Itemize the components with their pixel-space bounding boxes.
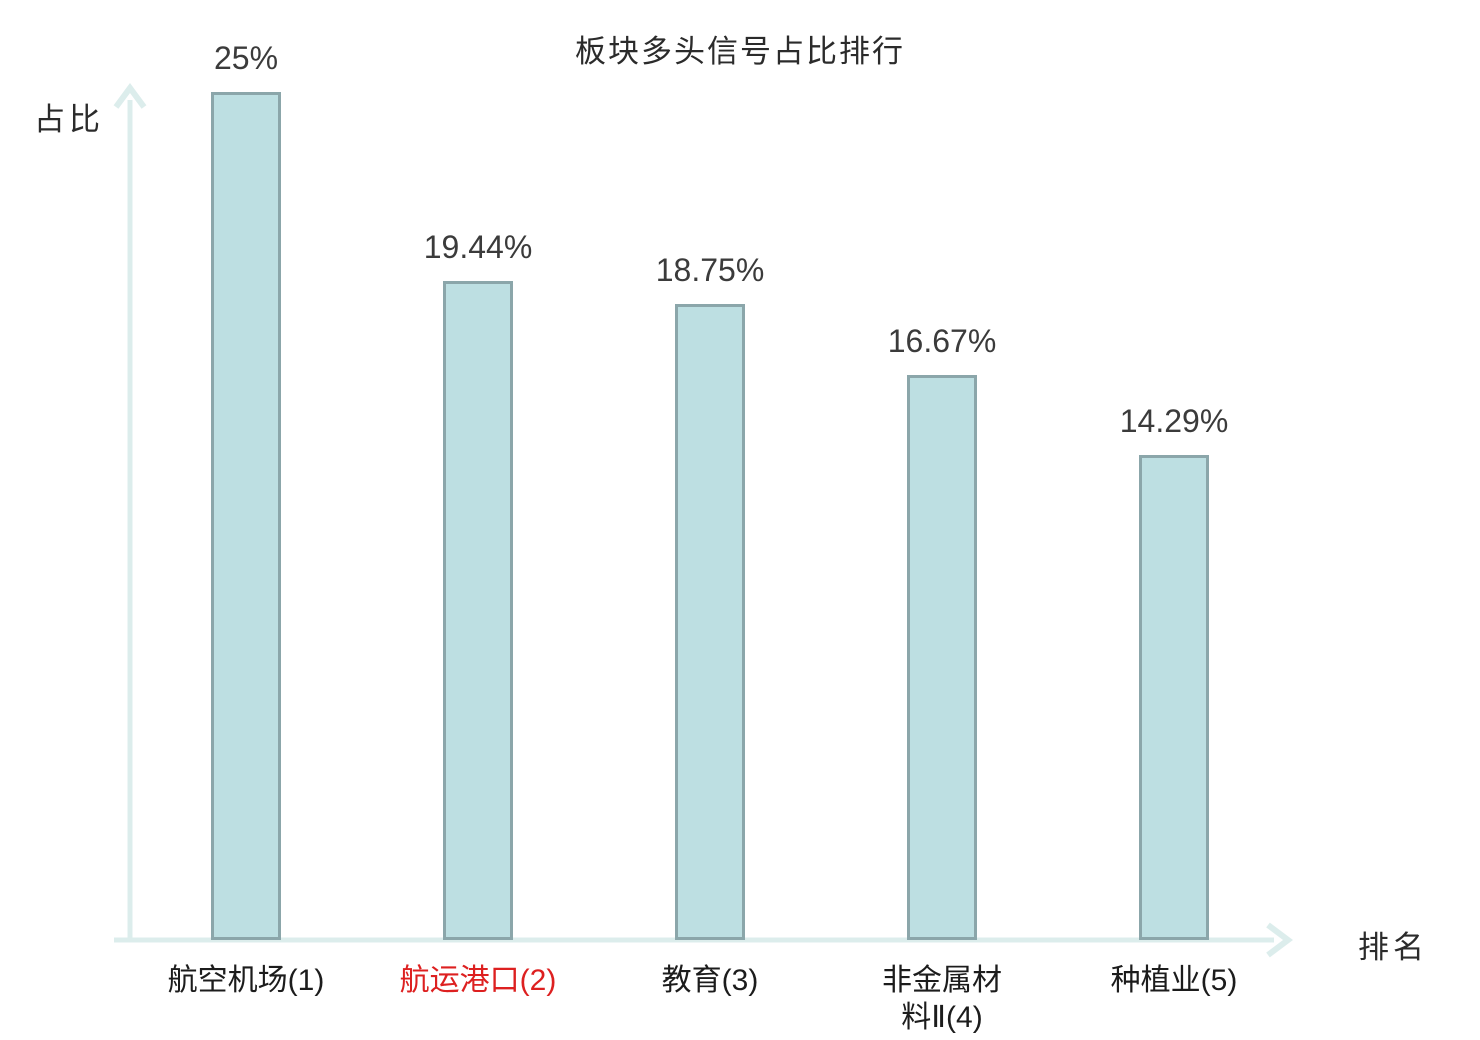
bar (675, 304, 745, 940)
x-axis (114, 922, 1293, 958)
bar-value-label: 18.75% (655, 252, 765, 288)
bar-value-label: 25% (213, 40, 279, 76)
y-axis (113, 82, 147, 940)
y-axis-arrow-icon (113, 82, 147, 109)
bar (443, 281, 513, 940)
bar-value-label: 16.67% (887, 323, 997, 359)
bar-value-label: 14.29% (1119, 403, 1229, 439)
bar-category-label: 航运港口(2) (399, 964, 557, 997)
bar (1139, 455, 1209, 940)
y-axis-label: 占比 (34, 102, 104, 137)
x-axis-label: 排名 (1358, 930, 1428, 965)
bar (907, 375, 977, 940)
bar-category-label: 教育(3) (661, 964, 759, 997)
chart-title: 板块多头信号占比排行 (575, 34, 905, 69)
bar-category-label: 非金属材 料Ⅱ(4) (882, 964, 1002, 1034)
bar-category-label: 航空机场(1) (167, 964, 325, 997)
x-axis-arrow-icon (1266, 922, 1293, 958)
bar (211, 92, 281, 940)
bar-value-label: 19.44% (423, 229, 533, 265)
bar-category-label: 种植业(5) (1110, 964, 1238, 997)
